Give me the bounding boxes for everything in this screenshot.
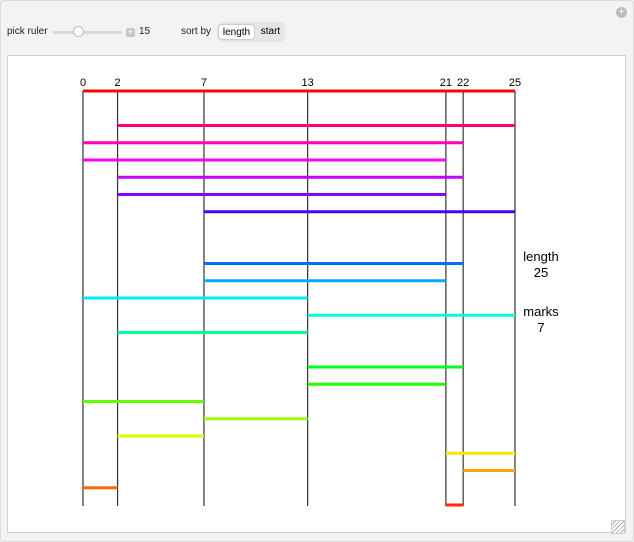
pick-ruler-slider[interactable] bbox=[53, 31, 122, 34]
ruler-mark-label: 13 bbox=[302, 77, 314, 89]
slider-expand-plus-icon[interactable]: + bbox=[126, 27, 135, 37]
ruler-mark-label: 2 bbox=[114, 77, 120, 89]
ruler-mark-label: 21 bbox=[440, 77, 452, 89]
marks-label: marks bbox=[523, 304, 559, 319]
pick-ruler-label: pick ruler bbox=[7, 26, 48, 37]
length-label: length bbox=[523, 249, 558, 264]
sort-by-label: sort by bbox=[181, 26, 212, 37]
plot-area bbox=[7, 55, 626, 533]
ruler-mark-label: 22 bbox=[457, 77, 469, 89]
options-plus-icon[interactable]: + bbox=[616, 7, 627, 18]
ruler-mark-label: 7 bbox=[201, 77, 207, 89]
ruler-mark-label: 25 bbox=[509, 77, 521, 89]
sort-start-button[interactable]: start bbox=[260, 26, 281, 37]
pick-ruler-value: 15 bbox=[139, 26, 151, 37]
marks-value: 7 bbox=[537, 320, 544, 335]
length-value: 25 bbox=[534, 265, 548, 280]
ruler-mark-label: 0 bbox=[80, 77, 86, 89]
resize-handle[interactable] bbox=[611, 520, 625, 534]
pick-ruler-slider-thumb[interactable] bbox=[73, 26, 84, 37]
sort-length-button[interactable]: length bbox=[218, 24, 255, 40]
